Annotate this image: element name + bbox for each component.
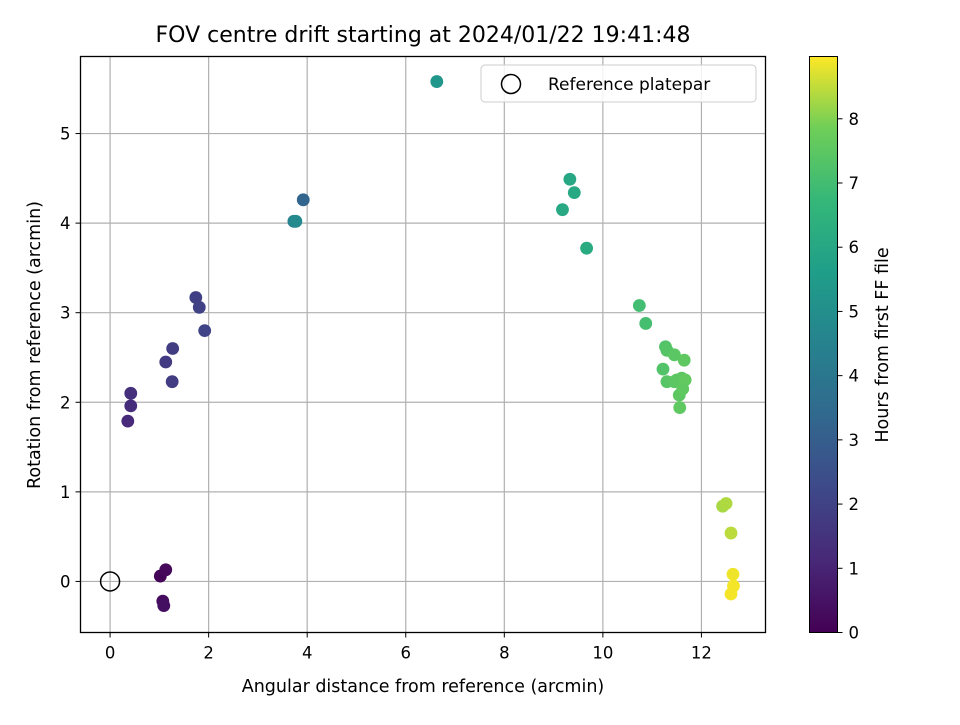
colorbar-tick-label: 5 (849, 302, 860, 321)
x-tick-label: 6 (401, 644, 412, 663)
data-point (580, 241, 594, 255)
data-point (157, 599, 171, 613)
data-point (677, 353, 691, 367)
chart-title: FOV centre drift starting at 2024/01/22 … (156, 23, 691, 48)
legend: Reference platepar (480, 64, 757, 103)
legend-label-reference: Reference platepar (548, 75, 710, 95)
y-axis-label: Rotation from reference (arcmin) (25, 201, 45, 489)
x-axis-ticks: 0 2 4 6 8 10 12 (105, 632, 712, 663)
colorbar-tick-label: 6 (849, 238, 860, 257)
colorbar-tick-label: 8 (849, 110, 860, 129)
data-point (567, 186, 581, 200)
x-tick-label: 2 (203, 644, 214, 663)
data-point (563, 172, 577, 186)
data-point (198, 324, 212, 338)
colorbar-label: Hours from first FF file (873, 247, 893, 442)
x-tick-label: 10 (592, 644, 613, 663)
colorbar-tick-label: 7 (849, 174, 860, 193)
reference-marker-layer (99, 571, 121, 592)
y-tick-label: 3 (60, 304, 71, 323)
data-points (121, 75, 740, 613)
x-tick-label: 0 (105, 644, 116, 663)
x-tick-label: 12 (691, 644, 712, 663)
data-point (165, 375, 179, 389)
x-axis-label: Angular distance from reference (arcmin) (242, 677, 605, 697)
data-point (159, 563, 173, 577)
x-tick-label: 8 (499, 644, 510, 663)
data-point (556, 203, 569, 217)
data-point (159, 355, 173, 369)
data-point (296, 193, 310, 207)
y-tick-label: 5 (60, 125, 71, 144)
colorbar-ticks: 0 1 2 3 4 5 6 7 8 (837, 110, 860, 643)
colorbar-tick-label: 2 (849, 495, 860, 514)
data-point (724, 526, 738, 540)
data-point (166, 342, 180, 355)
data-point (667, 348, 681, 362)
data-point (192, 300, 206, 314)
data-point (121, 414, 135, 428)
data-point (124, 386, 138, 400)
data-point (727, 579, 740, 593)
y-tick-label: 1 (60, 483, 71, 502)
y-tick-label: 2 (60, 393, 71, 412)
colorbar-tick-label: 1 (849, 559, 860, 578)
data-point (289, 214, 303, 228)
colorbar-tick-label: 0 (849, 624, 860, 643)
y-tick-label: 0 (60, 572, 71, 591)
data-point (124, 399, 138, 413)
data-point (726, 567, 740, 581)
colorbar-tick-label: 3 (849, 431, 860, 450)
y-tick-label: 4 (60, 214, 71, 233)
grid (80, 56, 766, 633)
data-point (656, 362, 670, 376)
data-point (639, 317, 653, 330)
legend-box (480, 64, 757, 103)
data-point (678, 373, 692, 387)
data-point (430, 75, 444, 88)
data-point (189, 291, 203, 304)
y-axis-ticks: 0 1 2 3 4 5 (60, 125, 81, 591)
data-point (673, 401, 687, 415)
x-tick-label: 4 (302, 644, 313, 663)
plot-frame (79, 55, 767, 634)
data-point (632, 299, 646, 312)
legend-marker-reference (500, 73, 522, 95)
data-point (719, 497, 733, 510)
colorbar (809, 56, 838, 633)
reference-point-marker (99, 571, 121, 592)
colorbar-tick-label: 4 (849, 367, 860, 386)
